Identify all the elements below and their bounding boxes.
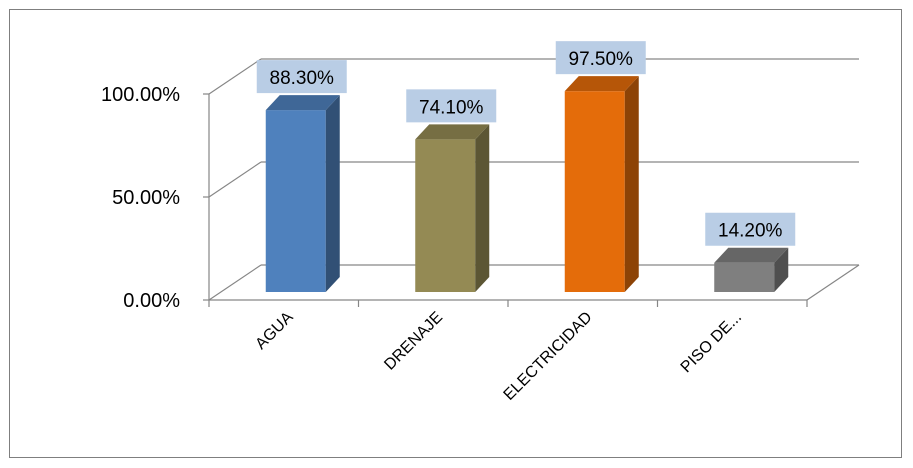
gridline-side [208, 264, 262, 301]
bar-side [475, 124, 490, 292]
bar-agua [265, 95, 340, 293]
bar-side [774, 247, 789, 292]
data-label-box [406, 89, 497, 123]
category-label: PISO DE... [678, 309, 745, 376]
bar-front [265, 110, 326, 293]
bar-front [714, 262, 775, 292]
bar-electricidad [564, 76, 639, 293]
data-label-box [555, 41, 646, 75]
bar-top [564, 76, 639, 92]
y-tick-label: 0.00% [123, 290, 180, 312]
category-label: ELECTRICIDAD [501, 309, 596, 404]
floor-edge [806, 264, 860, 301]
bar-front [564, 91, 625, 293]
category-label: AGUA [252, 309, 296, 353]
y-tick-label: 100.00% [101, 84, 180, 106]
bar-side [624, 76, 639, 293]
data-label: 97.50% [569, 49, 634, 70]
bar-top [415, 124, 490, 140]
gridline-side [208, 58, 262, 95]
data-label-box [256, 60, 347, 94]
gridline-side [208, 161, 262, 198]
data-label: 74.10% [419, 97, 484, 118]
bar-top [714, 247, 789, 263]
bar-front [415, 139, 476, 292]
bar-drenaje [415, 124, 490, 292]
bar-top [265, 95, 340, 111]
bar-piso-de [714, 247, 789, 292]
category-label: DRENAJE [381, 309, 446, 374]
data-label: 14.20% [718, 221, 783, 242]
bar-side [325, 95, 340, 293]
data-label-box [705, 212, 796, 246]
y-tick-label: 50.00% [112, 187, 180, 209]
data-label: 88.30% [270, 68, 335, 89]
